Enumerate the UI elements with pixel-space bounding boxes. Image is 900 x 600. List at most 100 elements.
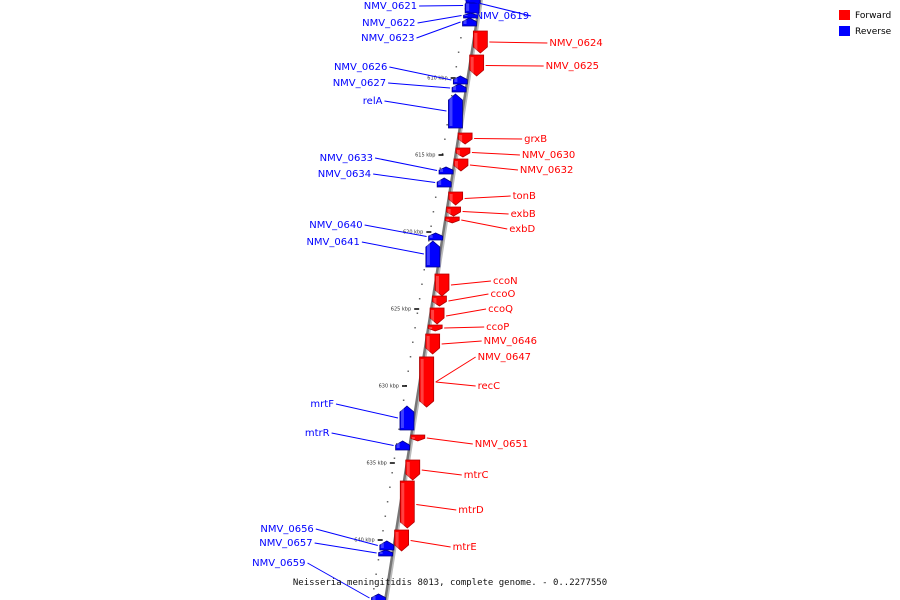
genome-caption: Neisseria meningitidis 8013, complete ge… <box>292 578 608 588</box>
gene-feature[interactable] <box>448 191 464 206</box>
gene-label: NMV_0626 <box>334 62 387 73</box>
gene-highlight <box>456 150 460 155</box>
label-leader-line <box>426 437 473 445</box>
gene-highlight <box>429 327 433 329</box>
gene-label: NMV_0627 <box>333 78 386 89</box>
gene-feature[interactable] <box>399 480 415 529</box>
gene-feature[interactable] <box>472 30 488 54</box>
gene-label: NMV_0657 <box>259 538 312 549</box>
label-leader-line <box>416 21 461 39</box>
scale-dot <box>450 95 453 97</box>
label-leader-line <box>331 432 394 446</box>
label-leader-line <box>445 308 487 317</box>
label-leader-line <box>461 219 508 230</box>
label-leader-line <box>435 381 476 387</box>
label-leader-line <box>448 293 489 302</box>
gene-feature[interactable] <box>434 273 450 297</box>
gene-label: NMV_0623 <box>361 33 414 44</box>
scale-dot <box>421 283 423 285</box>
scale-dot <box>386 501 389 503</box>
gene-feature[interactable] <box>394 529 410 552</box>
label-leader-line <box>314 542 377 554</box>
gene-highlight <box>449 194 453 203</box>
gene-feature[interactable] <box>451 83 467 93</box>
gene-feature[interactable] <box>463 12 478 19</box>
gene-feature[interactable] <box>453 158 469 172</box>
gene-feature[interactable] <box>432 295 447 307</box>
scale-dot <box>382 530 384 532</box>
gene-feature[interactable] <box>371 593 386 600</box>
gene-highlight <box>372 596 376 600</box>
gene-feature[interactable] <box>425 240 441 268</box>
scale-dot <box>402 399 405 401</box>
label-leader-line <box>441 340 482 345</box>
scale-dot <box>373 588 375 590</box>
label-leader-line <box>464 195 511 199</box>
scale-dot <box>441 153 444 155</box>
gene-feature[interactable] <box>427 324 443 332</box>
label-leader-line <box>450 280 492 286</box>
gene-feature[interactable] <box>399 405 415 431</box>
gene-feature[interactable] <box>452 75 468 85</box>
label-leader-line <box>384 100 447 112</box>
gene-highlight <box>447 209 451 214</box>
label-leader-line <box>417 15 462 24</box>
tick-label: 625 kbp <box>391 307 411 313</box>
legend: Forward Reverse <box>839 10 892 37</box>
gene-feature[interactable] <box>425 333 441 355</box>
gene-feature[interactable] <box>428 232 444 241</box>
gene-highlight <box>463 20 467 24</box>
gene-feature[interactable] <box>438 166 454 175</box>
gene-label: NMV_0621 <box>364 1 417 12</box>
scale-dot <box>412 341 414 343</box>
gene-highlight <box>396 443 400 448</box>
gene-label: ccoQ <box>488 304 513 315</box>
gene-label: mrtF <box>310 399 334 410</box>
gene-label: ccoN <box>493 276 518 287</box>
gene-highlight <box>420 359 424 405</box>
gene-feature[interactable] <box>378 549 394 557</box>
gene-highlight <box>429 235 433 238</box>
gene-label: NMV_0659 <box>252 558 305 569</box>
scale-dot <box>416 312 419 314</box>
gene-feature[interactable] <box>405 459 421 481</box>
label-leader-line <box>489 41 548 44</box>
gene-feature[interactable] <box>446 206 461 217</box>
scale-dot <box>396 443 398 445</box>
gene-feature[interactable] <box>462 17 477 27</box>
tick-label: 635 kbp <box>366 461 386 467</box>
gene-feature[interactable] <box>410 434 426 442</box>
gene-highlight <box>426 243 430 265</box>
gene-feature[interactable] <box>444 216 460 224</box>
scale-dot <box>446 124 448 126</box>
label-leader-line <box>474 138 523 140</box>
scale-dot <box>375 573 377 575</box>
scale-dot <box>444 138 446 140</box>
gene-feature[interactable] <box>457 132 473 145</box>
scale-dot <box>409 356 412 358</box>
gene-feature[interactable] <box>429 307 445 325</box>
gene-highlight <box>435 276 439 294</box>
label-leader-line <box>410 540 451 548</box>
gene-highlight <box>453 86 457 90</box>
gene-feature[interactable] <box>469 54 485 77</box>
label-leader-line <box>361 241 424 255</box>
label-leader-line <box>416 504 457 511</box>
label-leader-line <box>464 0 532 17</box>
gene-feature[interactable] <box>448 93 463 129</box>
label-leader-line <box>315 528 378 546</box>
gene-label: NMV_0641 <box>306 237 359 248</box>
gene-highlight <box>474 33 478 51</box>
gene-feature[interactable] <box>395 440 411 451</box>
gene-feature[interactable] <box>419 356 435 408</box>
gene-highlight <box>380 543 384 548</box>
gene-feature[interactable] <box>436 177 452 188</box>
gene-feature[interactable] <box>379 540 395 551</box>
gene-label: NMV_0625 <box>546 61 599 72</box>
label-leader-line <box>421 469 462 476</box>
scale-dot <box>428 240 430 242</box>
gene-feature[interactable] <box>455 147 471 158</box>
label-leader-line <box>364 224 427 237</box>
gene-highlight <box>446 219 450 221</box>
gene-label: recC <box>478 381 501 392</box>
